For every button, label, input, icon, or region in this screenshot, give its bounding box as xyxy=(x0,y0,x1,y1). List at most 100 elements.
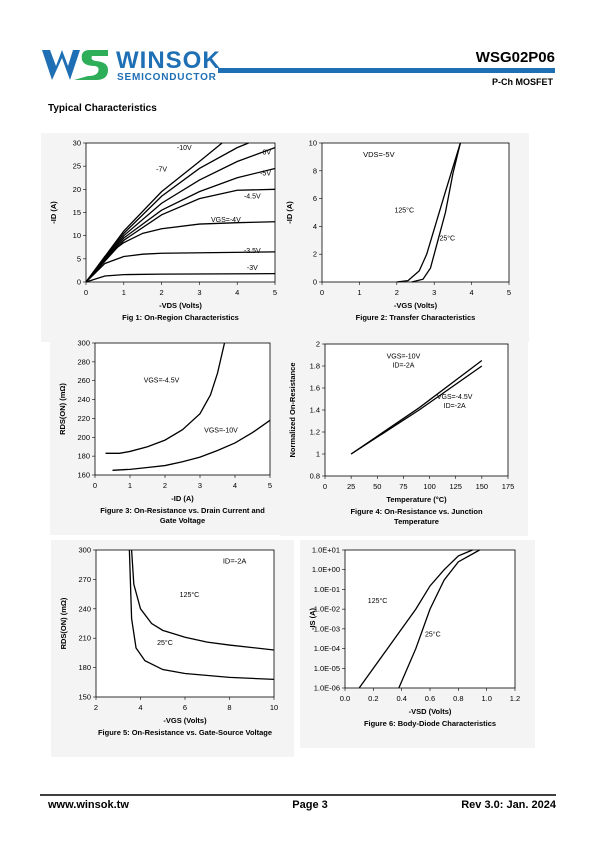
x-tick-label: 2 xyxy=(160,288,164,297)
y-tick-label: 6 xyxy=(313,194,317,203)
y-tick-label: 1.0E+01 xyxy=(312,546,340,555)
curve-label: -6V xyxy=(260,150,271,157)
curve-label: VGS=-10V xyxy=(204,428,238,435)
x-tick-label: 3 xyxy=(197,288,201,297)
website: www.winsok.tw xyxy=(47,799,129,811)
x-tick-label: 1 xyxy=(122,288,126,297)
x-tick-label: 2 xyxy=(395,288,399,297)
figure-caption: Temperature xyxy=(394,517,439,526)
curve-label: -4.5V xyxy=(244,194,261,201)
y-tick-label: 1.4 xyxy=(310,406,320,415)
y-tick-label: 1.6 xyxy=(310,384,320,393)
curve xyxy=(85,251,276,283)
curve xyxy=(396,142,462,283)
x-tick-label: 1 xyxy=(128,481,132,490)
curve-label: -3.5V xyxy=(244,248,261,255)
x-tick-label: 0 xyxy=(93,481,97,490)
curve xyxy=(105,342,226,454)
x-tick-label: 0.0 xyxy=(340,694,350,703)
y-tick-label: 15 xyxy=(73,208,81,217)
x-tick-label: 50 xyxy=(373,482,381,491)
curve xyxy=(85,167,276,283)
figure-caption: Figure 6: Body-Diode Characteristics xyxy=(364,719,496,728)
x-tick-label: 1 xyxy=(357,288,361,297)
y-axis-label: -ID (A) xyxy=(49,201,58,224)
curve-label: 25°C xyxy=(439,234,455,242)
y-tick-label: 2 xyxy=(313,250,317,259)
x-tick-label: 75 xyxy=(399,482,407,491)
curve xyxy=(411,142,462,283)
x-tick-label: 0 xyxy=(320,288,324,297)
y-tick-label: 2 xyxy=(316,340,320,349)
y-tick-label: 20 xyxy=(73,185,81,194)
x-tick-label: 2 xyxy=(94,703,98,712)
curve-label: 125°C xyxy=(395,207,415,215)
curve-label: VGS=-4V xyxy=(211,217,241,224)
curve xyxy=(358,549,473,689)
x-tick-label: 25 xyxy=(347,482,355,491)
y-tick-label: 8 xyxy=(313,166,317,175)
y-tick-label: 0.8 xyxy=(310,472,320,481)
y-tick-label: 25 xyxy=(73,162,81,171)
curve xyxy=(350,365,483,455)
x-tick-label: 10 xyxy=(270,703,278,712)
logo-w xyxy=(42,50,80,80)
y-tick-label: 1.0E+00 xyxy=(312,565,340,574)
brand-sub: SEMICONDUCTOR xyxy=(117,72,217,83)
logo-s xyxy=(74,50,108,80)
curve-label: 25°C xyxy=(425,631,441,639)
curve-label: VGS=-4.5V xyxy=(437,394,473,401)
plot-area xyxy=(95,549,275,698)
curve xyxy=(85,147,276,283)
figure-caption: Figure 3: On-Resistance vs. Drain Curren… xyxy=(100,506,265,515)
y-tick-label: 5 xyxy=(77,254,81,263)
curve-label: VGS=-10V xyxy=(387,353,421,360)
y-tick-label: 1 xyxy=(316,450,320,459)
curve-label: -7V xyxy=(156,167,167,174)
x-tick-label: 1.0 xyxy=(481,694,491,703)
y-tick-label: 30 xyxy=(73,139,81,148)
header-bar xyxy=(218,68,555,73)
curve-label: ID=-2A xyxy=(392,362,414,369)
x-tick-label: 0 xyxy=(323,482,327,491)
chart: 0 25 50 75 100 125 150 175 0.8 1 1.2 1.4 1.6 1.8 2 Temp… xyxy=(280,334,528,536)
y-tick-label: 180 xyxy=(78,663,91,672)
section-title: Typical Characteristics xyxy=(48,103,157,114)
y-tick-label: 210 xyxy=(78,634,91,643)
curve xyxy=(112,419,271,471)
device-type: P-Ch MOSFET xyxy=(492,77,553,87)
x-tick-label: 4 xyxy=(138,703,142,712)
y-tick-label: 280 xyxy=(77,357,90,366)
x-tick-label: 3 xyxy=(198,481,202,490)
x-tick-label: 5 xyxy=(507,288,511,297)
curve xyxy=(398,549,480,689)
curve-label: ID=-2A xyxy=(444,403,466,410)
x-axis-label: -VSD (Volts) xyxy=(409,707,452,716)
y-tick-label: 4 xyxy=(313,222,317,231)
x-axis-label: -VGS (Volts) xyxy=(163,716,207,725)
plot-area xyxy=(94,342,271,476)
y-tick-label: 300 xyxy=(77,339,90,348)
curve-label: 125°C xyxy=(368,597,388,605)
y-tick-label: 10 xyxy=(73,231,81,240)
x-tick-label: 4 xyxy=(470,288,474,297)
brand: WINSOK xyxy=(116,47,221,74)
y-tick-label: 200 xyxy=(77,433,90,442)
x-tick-label: 100 xyxy=(423,482,436,491)
x-tick-label: 1.2 xyxy=(510,694,520,703)
x-tick-label: 0.6 xyxy=(425,694,435,703)
curve xyxy=(128,549,275,681)
curve-label: 25°C xyxy=(157,639,173,647)
chart: 0.0 0.2 0.4 0.6 0.8 1.0 1.2 1.0E-06 1.0E-05 1.0E-… xyxy=(300,540,535,748)
y-tick-label: 1.2 xyxy=(310,428,320,437)
x-tick-label: 3 xyxy=(432,288,436,297)
x-axis-label: -VDS (Volts) xyxy=(159,301,202,310)
y-tick-label: 0 xyxy=(313,278,317,287)
plot-area xyxy=(321,142,510,283)
x-axis-label: -ID (A) xyxy=(171,494,194,503)
curve-label: 125°C xyxy=(180,591,200,599)
x-tick-label: 5 xyxy=(268,481,272,490)
x-tick-label: 0.4 xyxy=(396,694,406,703)
y-tick-label: 260 xyxy=(77,376,90,385)
